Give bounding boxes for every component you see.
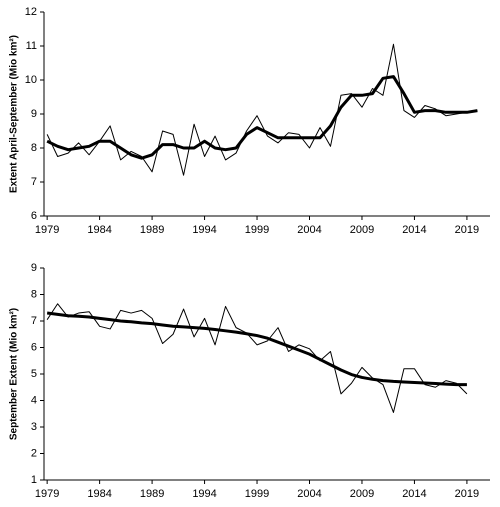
- x-tick-label: 1994: [192, 224, 216, 236]
- y-tick-label: 6: [31, 210, 37, 222]
- y-tick-label: 8: [31, 142, 37, 154]
- y-axis-title: September Extent (Mio km²): [9, 308, 20, 440]
- x-tick-label: 2009: [350, 488, 374, 500]
- x-tick-label: 1999: [245, 488, 269, 500]
- x-tick-label: 1984: [87, 488, 111, 500]
- y-tick-label: 8: [31, 288, 37, 300]
- x-tick-label: 2009: [350, 224, 374, 236]
- x-tick-label: 1994: [192, 488, 216, 500]
- x-tick-label: 2004: [297, 224, 321, 236]
- data-line: [46, 311, 467, 387]
- data-line: [46, 75, 478, 160]
- x-tick-label: 1989: [140, 488, 164, 500]
- x-tick-label: 2014: [402, 224, 426, 236]
- y-tick-label: 3: [31, 421, 37, 433]
- y-tick-label: 5: [31, 368, 37, 380]
- x-tick-label: 1984: [87, 224, 111, 236]
- y-tick-label: 7: [31, 176, 37, 188]
- y-tick-label: 12: [25, 6, 37, 18]
- data-line: [46, 43, 478, 176]
- x-tick-label: 2014: [402, 488, 426, 500]
- y-tick-label: 7: [31, 315, 37, 327]
- data-line: [46, 303, 468, 413]
- y-tick-label: 2: [31, 447, 37, 459]
- x-tick-label: 1999: [245, 224, 269, 236]
- x-tick-label: 1979: [35, 488, 59, 500]
- x-tick-label: 2004: [297, 488, 321, 500]
- x-tick-label: 1979: [35, 224, 59, 236]
- y-tick-label: 9: [31, 108, 37, 120]
- y-tick-label: 9: [31, 262, 37, 274]
- y-tick-label: 10: [25, 74, 37, 86]
- y-tick-label: 11: [26, 40, 37, 52]
- x-tick-label: 2019: [455, 488, 479, 500]
- x-tick-label: 2019: [455, 224, 479, 236]
- x-tick-label: 1989: [140, 224, 164, 236]
- y-axis-title: Extent April-September (Mio km²): [9, 35, 20, 193]
- y-tick-label: 1: [31, 474, 37, 486]
- y-tick-label: 4: [31, 394, 37, 406]
- y-tick-label: 6: [31, 341, 37, 353]
